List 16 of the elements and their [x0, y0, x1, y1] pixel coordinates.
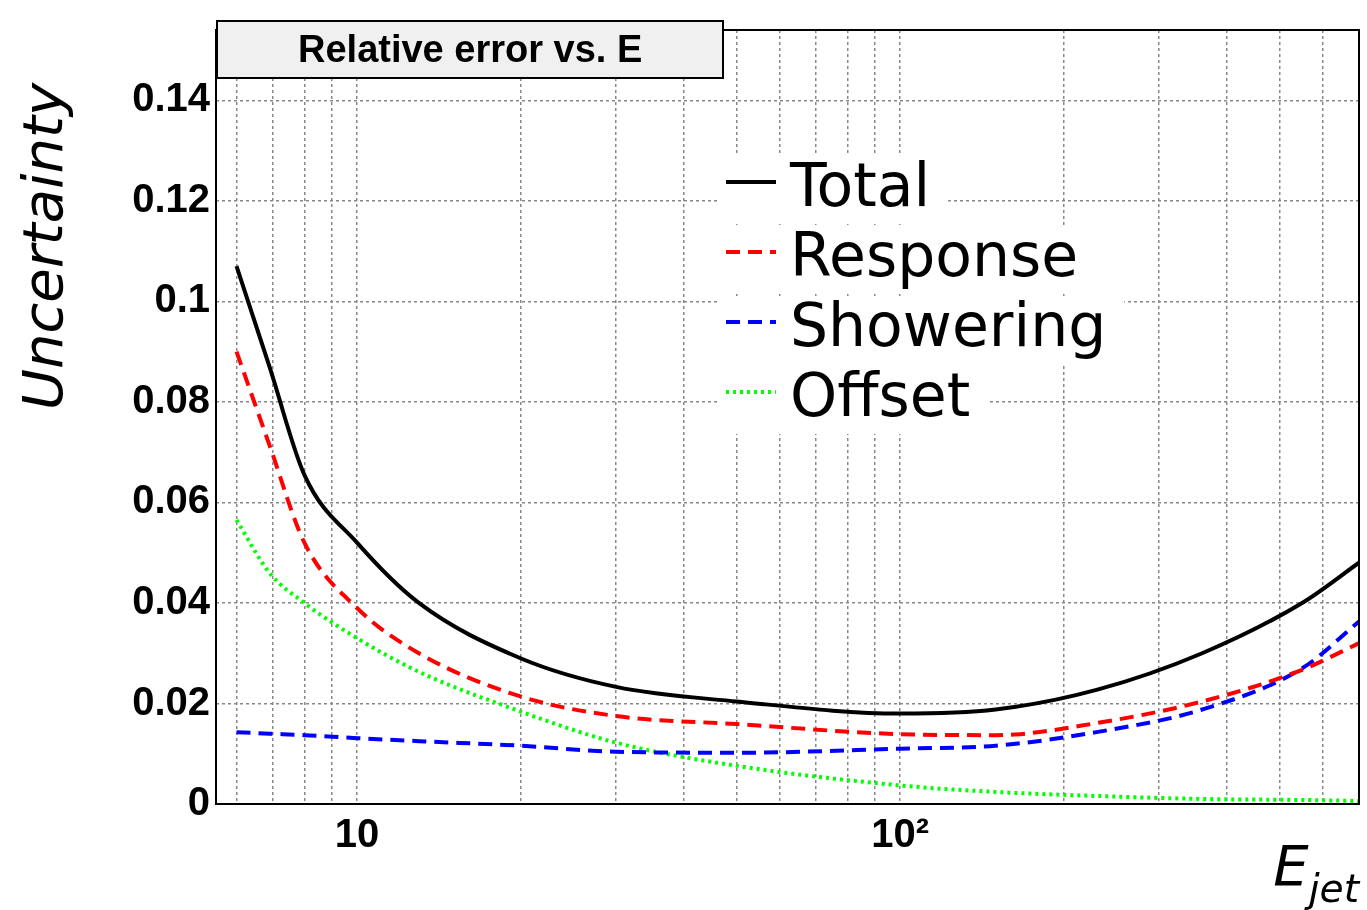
y-axis-title: Uncertainty	[10, 81, 75, 410]
legend-label: Response	[790, 219, 1079, 290]
legend-label: Total	[789, 149, 931, 220]
y-tick-label: 0.06	[132, 477, 210, 522]
y-tick-label: 0.12	[132, 175, 210, 220]
y-tick-label: 0.14	[132, 75, 211, 120]
y-tick-label: 0.04	[132, 577, 211, 622]
x-tick-label: 10²	[871, 811, 929, 856]
title-box: Relative error vs. E	[216, 20, 725, 79]
x-tick-label: 10	[334, 811, 380, 856]
y-tick-label: 0	[187, 779, 210, 824]
y-tick-label: 0.1	[154, 276, 210, 321]
y-tick-label: 0.08	[132, 376, 210, 421]
legend-label: Showering	[790, 289, 1107, 360]
y-tick-label: 0.02	[132, 678, 210, 723]
legend-label: Offset	[790, 359, 971, 430]
